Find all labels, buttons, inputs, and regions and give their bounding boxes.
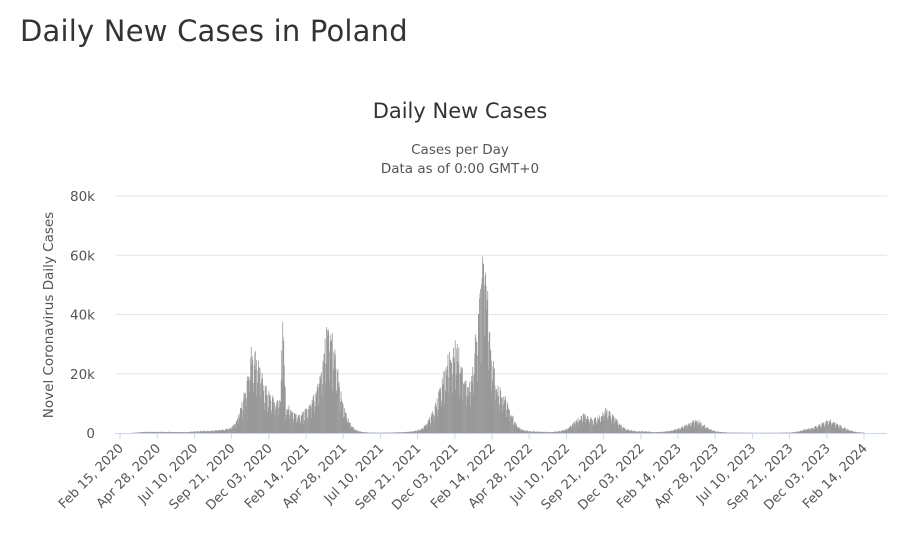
y-tick-label: 80k [70,189,95,205]
y-tick-label: 40k [70,308,95,324]
chart-subtitle-line-2: Data as of 0:00 GMT+0 [381,161,539,177]
y-axis-label: Novel Coronavirus Daily Cases [41,212,57,418]
x-tick-label: Feb 14, 2023 [614,441,685,512]
x-tick-label: Apr 28, 2021 [280,441,350,511]
x-tick-label: Feb 14, 2024 [800,441,871,512]
x-tick-label: Sep 21, 2020 [167,441,239,513]
x-tick-label: Sep 21, 2021 [353,441,425,513]
x-tick-label: Apr 28, 2022 [466,441,536,511]
x-tick-label: Sep 21, 2023 [725,441,797,513]
x-tick-label: Feb 15, 2020 [56,441,127,512]
bar-series [130,257,865,433]
gridlines [115,196,887,374]
chart-title: Daily New Cases [373,99,548,123]
x-tick-label: Apr 28, 2023 [652,441,722,511]
y-tick-label: 60k [70,248,95,264]
y-tick-label: 0 [86,426,95,442]
y-axis-ticks: 0 20k 40k 60k 80k [70,189,95,442]
chart-subtitle-line-1: Cases per Day [411,142,509,158]
y-tick-label: 20k [70,367,95,383]
x-tick-label: Feb 14, 2021 [242,441,313,512]
x-tick-label: Sep 21, 2022 [539,441,611,513]
x-tick-label: Feb 14, 2022 [428,441,499,512]
x-tick-label: Apr 28, 2020 [94,441,164,511]
